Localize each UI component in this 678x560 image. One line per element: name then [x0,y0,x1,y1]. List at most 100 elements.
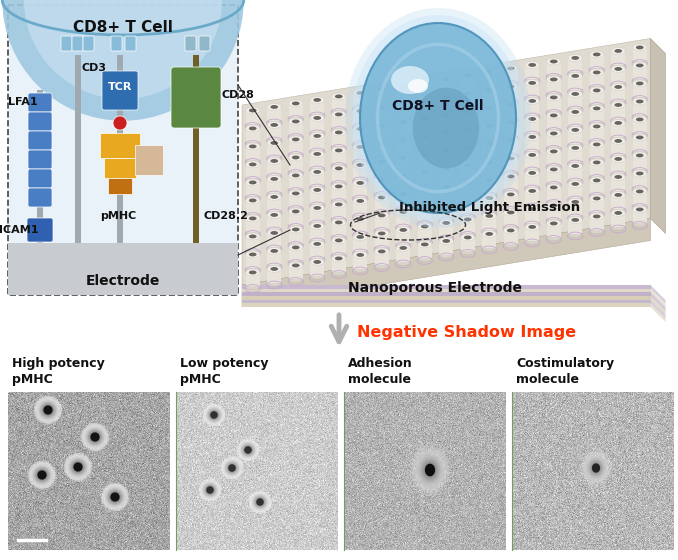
Ellipse shape [399,120,407,124]
Ellipse shape [633,170,647,177]
Circle shape [76,465,80,469]
Ellipse shape [335,239,342,242]
Text: Costimulatory
molecule: Costimulatory molecule [516,357,614,386]
Ellipse shape [636,45,643,49]
Ellipse shape [411,446,449,494]
Ellipse shape [245,193,260,200]
Polygon shape [242,304,650,307]
Circle shape [203,483,217,497]
Ellipse shape [378,231,386,235]
FancyBboxPatch shape [102,71,138,110]
Circle shape [45,407,51,413]
Ellipse shape [267,136,281,142]
Ellipse shape [267,153,281,161]
Ellipse shape [439,94,454,100]
Circle shape [32,465,52,485]
Ellipse shape [249,127,256,130]
Circle shape [64,454,92,480]
Bar [289,212,303,226]
Ellipse shape [427,466,433,473]
Ellipse shape [412,447,448,493]
Circle shape [257,499,263,505]
Ellipse shape [590,105,603,112]
Circle shape [91,433,99,441]
Circle shape [241,442,256,458]
Circle shape [204,405,224,424]
Ellipse shape [443,95,450,99]
Bar [418,208,432,222]
Ellipse shape [332,233,346,240]
Ellipse shape [546,148,561,155]
Circle shape [43,404,54,416]
Ellipse shape [588,458,604,478]
Circle shape [73,463,83,472]
Ellipse shape [439,125,454,133]
Circle shape [254,496,266,508]
Circle shape [39,400,58,419]
Ellipse shape [439,198,454,204]
Bar [504,194,518,208]
Ellipse shape [586,456,606,480]
Circle shape [258,500,262,504]
Ellipse shape [426,466,433,474]
Ellipse shape [504,101,518,108]
Ellipse shape [249,109,256,113]
Circle shape [46,408,49,412]
Circle shape [205,485,216,495]
Ellipse shape [425,464,435,476]
Ellipse shape [482,158,496,165]
Ellipse shape [353,125,367,133]
Circle shape [73,461,83,473]
Ellipse shape [245,139,260,146]
Ellipse shape [590,213,603,220]
Ellipse shape [439,237,454,245]
Circle shape [226,462,238,474]
Bar [396,212,410,226]
Ellipse shape [461,72,475,79]
Ellipse shape [546,144,561,151]
Ellipse shape [546,216,561,223]
Ellipse shape [568,86,582,94]
Ellipse shape [375,136,388,143]
Ellipse shape [584,455,607,481]
Bar [612,141,625,155]
FancyBboxPatch shape [27,218,53,242]
Ellipse shape [584,454,608,483]
Bar [461,147,475,161]
Ellipse shape [550,167,557,171]
Ellipse shape [590,191,603,198]
Text: CD28.2: CD28.2 [204,211,249,221]
Ellipse shape [396,151,410,157]
Ellipse shape [311,169,324,175]
Circle shape [238,440,258,460]
Circle shape [205,486,214,494]
Circle shape [210,411,218,419]
Ellipse shape [525,147,539,155]
Circle shape [87,429,103,445]
Ellipse shape [550,185,557,189]
Bar [482,162,496,176]
Circle shape [258,500,262,505]
Bar [332,151,346,165]
Ellipse shape [504,187,518,194]
Ellipse shape [396,240,410,248]
Ellipse shape [593,179,601,183]
Text: CD28: CD28 [221,90,254,100]
Bar [353,255,367,269]
Circle shape [113,495,117,499]
Ellipse shape [249,253,256,256]
Ellipse shape [352,15,524,221]
Ellipse shape [267,171,281,179]
Polygon shape [650,292,666,311]
Ellipse shape [633,166,647,173]
Ellipse shape [289,226,303,233]
Circle shape [65,454,91,480]
Circle shape [212,413,216,417]
Ellipse shape [418,79,432,86]
Circle shape [240,442,256,458]
Ellipse shape [590,195,603,202]
Ellipse shape [461,162,475,169]
Ellipse shape [353,161,367,169]
Ellipse shape [482,190,496,198]
Ellipse shape [289,114,303,121]
